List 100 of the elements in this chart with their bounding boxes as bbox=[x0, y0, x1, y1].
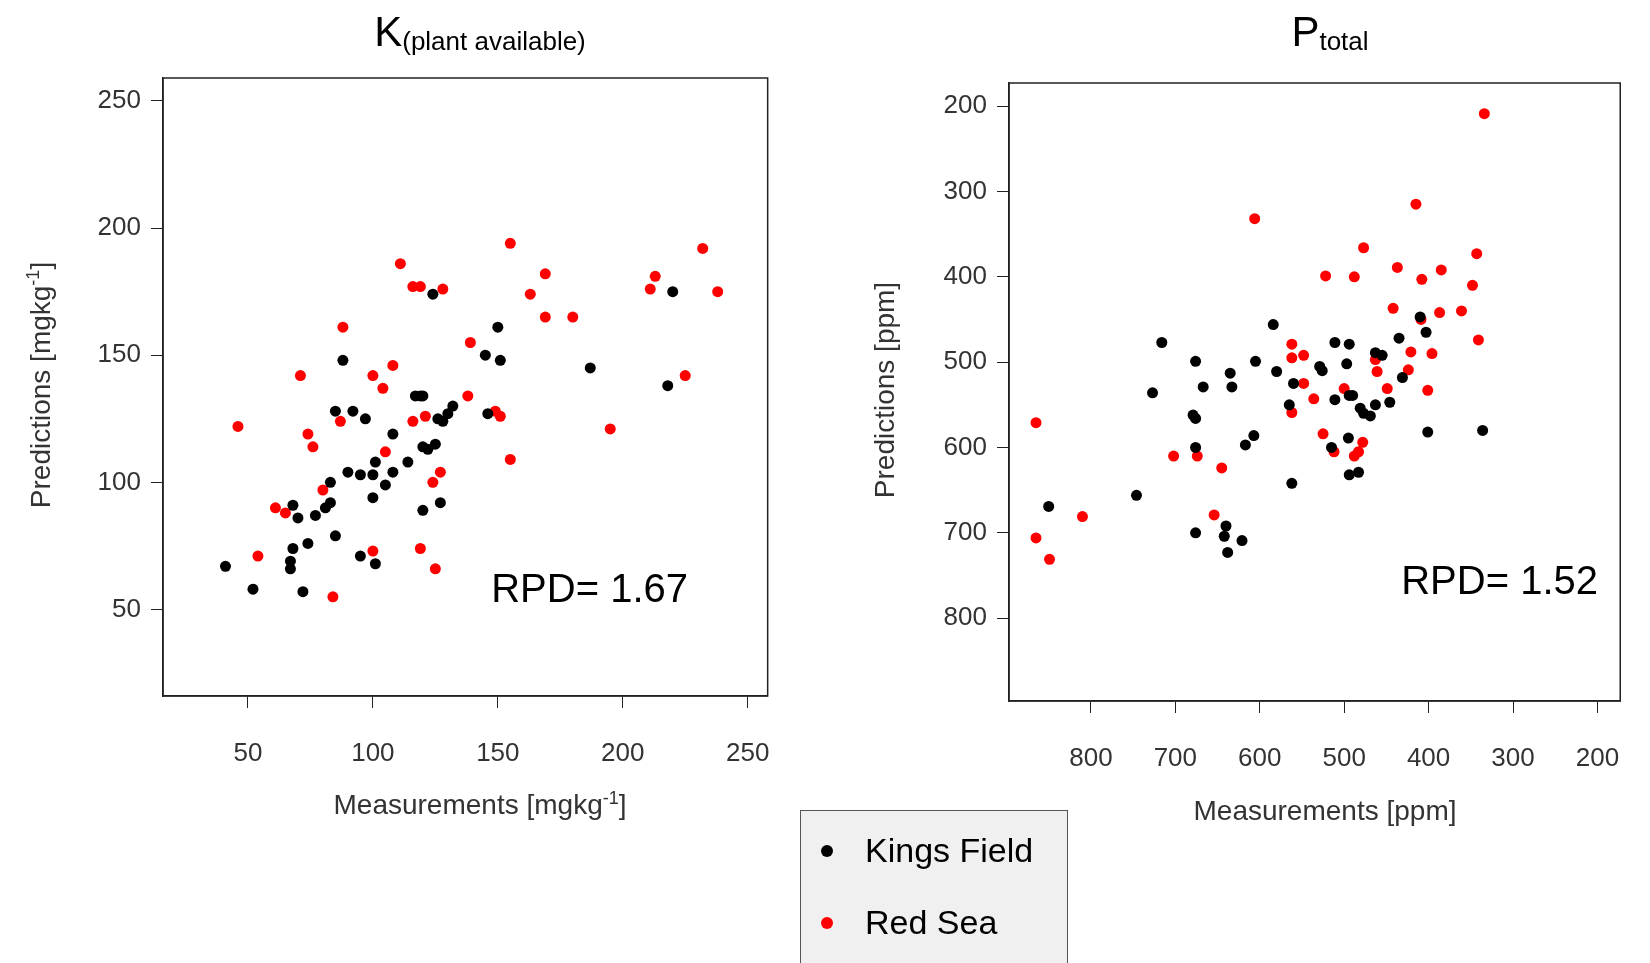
point bbox=[317, 484, 329, 496]
point bbox=[367, 492, 379, 504]
point bbox=[327, 591, 339, 603]
point bbox=[324, 476, 336, 488]
point bbox=[427, 288, 439, 300]
point bbox=[1076, 511, 1088, 523]
point bbox=[1030, 532, 1042, 544]
point bbox=[377, 382, 389, 394]
point bbox=[1208, 509, 1220, 521]
point bbox=[604, 423, 616, 435]
y-tick-label: 50 bbox=[112, 592, 141, 623]
point bbox=[1249, 213, 1261, 225]
point bbox=[1283, 399, 1295, 411]
point bbox=[504, 453, 516, 465]
point bbox=[347, 405, 359, 417]
x-tick-label: 200 bbox=[601, 736, 645, 767]
point bbox=[437, 283, 449, 295]
point bbox=[1239, 439, 1251, 451]
point bbox=[1477, 424, 1489, 436]
point bbox=[337, 354, 349, 366]
x-axis-title: Measurements [ppm] bbox=[1193, 795, 1457, 827]
point bbox=[369, 558, 381, 570]
point bbox=[1410, 198, 1422, 210]
point bbox=[1353, 466, 1365, 478]
point bbox=[287, 542, 299, 554]
point bbox=[1043, 500, 1055, 512]
point bbox=[1426, 348, 1438, 360]
point bbox=[1369, 399, 1381, 411]
point bbox=[712, 286, 724, 298]
point bbox=[1286, 338, 1298, 350]
point bbox=[307, 441, 319, 453]
point bbox=[1226, 381, 1238, 393]
point bbox=[1467, 279, 1478, 291]
x-axis-title: Measurements [mgkg$^{-1}$] bbox=[333, 788, 627, 822]
legend-label: Kings Field bbox=[865, 831, 1034, 870]
y-tick-label: 500 bbox=[943, 345, 987, 376]
point bbox=[302, 537, 314, 549]
point bbox=[1267, 319, 1279, 331]
point bbox=[1298, 377, 1310, 389]
point bbox=[524, 288, 536, 300]
point bbox=[492, 321, 504, 333]
point bbox=[394, 258, 406, 270]
point bbox=[479, 349, 491, 361]
point bbox=[287, 499, 299, 511]
y-tick-label: 300 bbox=[943, 174, 987, 205]
point bbox=[494, 354, 506, 366]
point bbox=[644, 283, 656, 295]
point bbox=[1416, 273, 1428, 285]
y-tick-label: 600 bbox=[943, 430, 987, 461]
point bbox=[402, 456, 414, 468]
point bbox=[667, 286, 679, 298]
point bbox=[324, 497, 336, 509]
chart-title: K$_{(plant available)}$ bbox=[374, 8, 586, 57]
point bbox=[504, 237, 516, 249]
point bbox=[1326, 441, 1338, 453]
point bbox=[379, 479, 391, 491]
x-tick-label: 200 bbox=[1575, 741, 1620, 772]
point bbox=[367, 545, 379, 557]
point bbox=[1393, 332, 1405, 344]
point bbox=[1222, 546, 1234, 558]
point bbox=[294, 370, 306, 382]
point bbox=[1329, 336, 1341, 348]
point bbox=[1044, 553, 1056, 565]
point bbox=[1402, 364, 1414, 376]
point bbox=[1147, 387, 1159, 399]
x-tick-label: 50 bbox=[233, 736, 263, 767]
point bbox=[434, 466, 446, 478]
point bbox=[334, 415, 346, 427]
point bbox=[539, 268, 551, 280]
point bbox=[1308, 393, 1320, 405]
point bbox=[434, 497, 446, 509]
point bbox=[1422, 426, 1434, 438]
point bbox=[429, 438, 441, 450]
point bbox=[567, 311, 579, 323]
point bbox=[252, 550, 264, 562]
point bbox=[354, 550, 366, 562]
point bbox=[649, 270, 661, 282]
point bbox=[1224, 367, 1236, 379]
point bbox=[1343, 469, 1355, 481]
point bbox=[662, 380, 674, 392]
point bbox=[1434, 307, 1446, 319]
point bbox=[369, 456, 381, 468]
y-tick-label: 100 bbox=[97, 465, 141, 496]
point bbox=[1471, 248, 1483, 260]
point bbox=[1357, 436, 1369, 448]
point bbox=[1197, 381, 1209, 393]
point bbox=[292, 512, 304, 524]
point bbox=[1381, 383, 1393, 395]
point bbox=[1248, 430, 1260, 442]
point bbox=[1190, 441, 1202, 453]
point bbox=[1316, 365, 1328, 377]
point bbox=[302, 428, 314, 440]
point bbox=[1341, 358, 1353, 370]
point bbox=[1391, 261, 1403, 273]
point bbox=[407, 415, 419, 427]
x-tick-label: 250 bbox=[725, 736, 770, 767]
point bbox=[309, 509, 321, 521]
point bbox=[1216, 462, 1228, 474]
annotation: RPD= 1.52 bbox=[1401, 558, 1598, 603]
point bbox=[329, 405, 341, 417]
